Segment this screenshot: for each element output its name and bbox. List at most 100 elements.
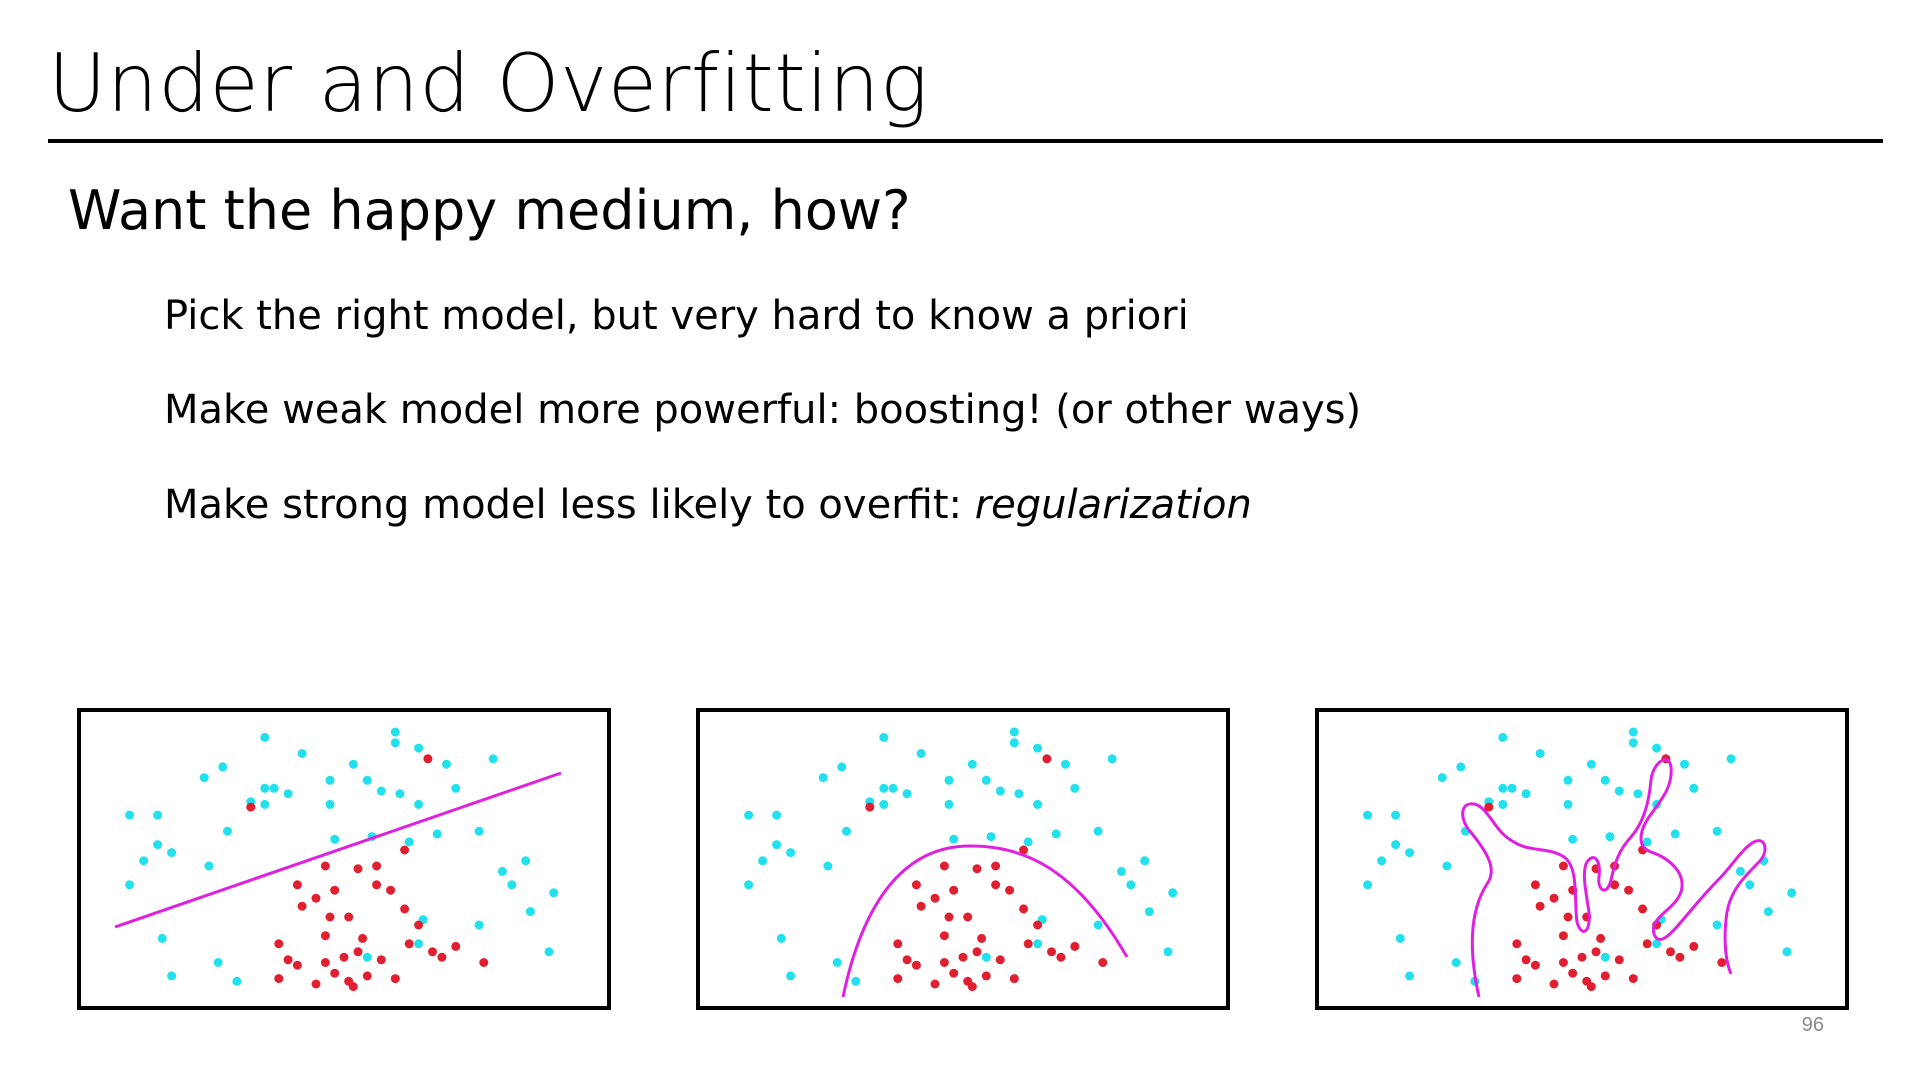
data-point-red [297, 901, 307, 911]
data-point-red [1558, 958, 1568, 967]
data-point-cyan [981, 775, 991, 785]
data-point-red [423, 754, 433, 764]
data-point-cyan [218, 762, 228, 772]
data-point-red [353, 864, 363, 874]
data-point-cyan [1093, 920, 1103, 930]
data-point-red [1521, 955, 1531, 965]
data-point-cyan [1363, 880, 1373, 890]
data-point-cyan [944, 775, 954, 785]
data-point-cyan [1726, 754, 1736, 764]
data-point-cyan [260, 783, 270, 793]
overfit-points [1363, 727, 1797, 992]
data-point-red [1586, 982, 1596, 992]
data-point-red [902, 955, 912, 965]
data-point-red [1047, 947, 1056, 957]
data-point-red [386, 885, 396, 895]
data-point-cyan [851, 976, 861, 986]
overfit-panel [1315, 708, 1849, 1010]
data-point-cyan [879, 799, 889, 809]
data-point-red [995, 955, 1005, 965]
data-point-red [353, 947, 363, 957]
data-point-red [320, 958, 330, 967]
data-point-cyan [1633, 789, 1643, 799]
data-point-red [1717, 958, 1727, 967]
data-point-red [1558, 861, 1568, 871]
data-point-cyan [776, 933, 786, 943]
data-point-cyan [744, 810, 754, 820]
data-point-red [320, 861, 330, 871]
data-point-cyan [1498, 732, 1508, 742]
data-point-cyan [497, 866, 507, 876]
bullet-regularization-italic: regularization [974, 482, 1252, 528]
bullet-regularization-text: Make strong model less likely to overfit… [164, 482, 975, 528]
data-point-red [283, 955, 293, 965]
data-point-red [949, 885, 959, 895]
data-point-cyan [1498, 799, 1508, 809]
data-point-cyan [390, 727, 400, 737]
data-point-cyan [1782, 947, 1792, 957]
data-point-cyan [269, 783, 279, 793]
data-point-red [292, 960, 302, 970]
data-point-red [1568, 968, 1578, 978]
data-point-cyan [199, 773, 209, 783]
good-fit-panel [696, 708, 1230, 1010]
data-point-red [1596, 933, 1606, 943]
data-point-red [944, 912, 954, 922]
data-point-cyan [1395, 933, 1405, 943]
data-point-cyan [1163, 947, 1173, 957]
data-point-cyan [1061, 759, 1070, 769]
overfit-plot [1363, 727, 1797, 998]
data-point-cyan [1563, 799, 1573, 809]
data-point-red [939, 861, 949, 871]
data-point-red [1558, 931, 1568, 941]
data-point-red [274, 939, 284, 949]
data-point-red [479, 958, 489, 967]
data-point-cyan [125, 810, 135, 820]
data-point-cyan [949, 834, 959, 844]
linear-boundary [114, 771, 562, 929]
data-point-cyan [1563, 775, 1573, 785]
data-point-cyan [283, 789, 293, 799]
data-point-red [1642, 939, 1652, 949]
data-point-cyan [153, 840, 163, 850]
data-point-cyan [153, 810, 163, 820]
data-point-cyan [544, 947, 554, 957]
data-point-cyan [986, 832, 996, 842]
data-point-red [893, 974, 903, 984]
data-point-cyan [404, 837, 414, 847]
data-point-red [981, 971, 991, 981]
data-point-cyan [442, 759, 451, 769]
data-point-red [358, 933, 368, 943]
data-point-cyan [414, 743, 424, 753]
data-point-cyan [488, 754, 498, 764]
bullet-pick-model: Pick the right model, but very hard to k… [164, 293, 1189, 339]
data-point-cyan [1680, 759, 1689, 769]
data-point-cyan [1144, 907, 1154, 917]
data-point-cyan [1009, 727, 1019, 737]
slide-heading: Want the happy medium, how? [68, 179, 911, 242]
data-point-cyan [832, 958, 842, 967]
data-point-red [1549, 893, 1559, 903]
data-point-red [325, 912, 335, 922]
data-point-red [348, 982, 358, 992]
data-point-cyan [1689, 783, 1699, 793]
data-point-cyan [1140, 856, 1150, 866]
data-point-red [1042, 754, 1052, 764]
data-point-cyan [1763, 907, 1773, 917]
data-point-cyan [916, 749, 926, 758]
data-point-red [911, 960, 921, 970]
data-point-red [1610, 880, 1620, 890]
data-point-cyan [1745, 880, 1755, 890]
data-point-cyan [1586, 759, 1596, 769]
data-point-cyan [786, 971, 796, 981]
data-point-cyan [223, 826, 232, 836]
data-point-cyan [1451, 958, 1461, 967]
data-point-red [274, 974, 284, 984]
data-point-red [376, 955, 386, 965]
data-point-red [1689, 941, 1699, 951]
data-point-cyan [1614, 786, 1624, 796]
data-point-red [893, 939, 903, 949]
data-point-cyan [390, 738, 400, 748]
data-point-cyan [414, 939, 424, 949]
data-point-cyan [981, 952, 991, 962]
